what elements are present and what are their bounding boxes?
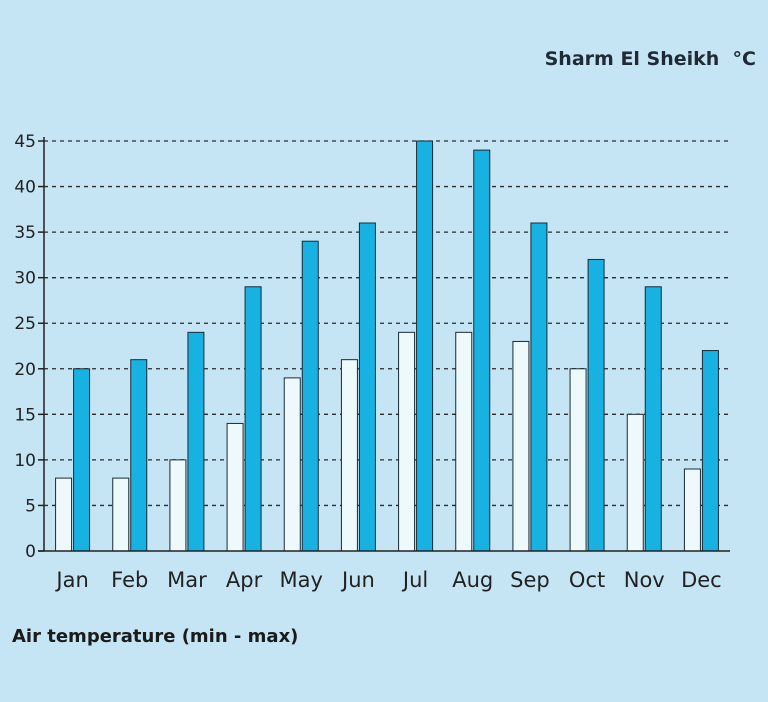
bar-max xyxy=(587,258,605,552)
y-tick-label: 25 xyxy=(14,314,36,334)
bar-max xyxy=(187,331,205,552)
x-tick-label: Jul xyxy=(401,568,428,592)
x-tick-label: Feb xyxy=(111,568,148,592)
y-tick-label: 45 xyxy=(14,132,36,152)
x-tick-label: Apr xyxy=(226,568,263,592)
chart-caption: Air temperature (min - max) xyxy=(12,626,299,647)
chart-title: Sharm El Sheikh °C xyxy=(544,48,756,70)
bar-max xyxy=(244,286,262,552)
bar-max xyxy=(73,368,91,552)
y-tick-label: 15 xyxy=(14,405,36,425)
bar-min xyxy=(169,459,187,552)
bar-min xyxy=(569,368,587,552)
bar-min xyxy=(398,331,416,552)
x-tick-label: Aug xyxy=(452,568,493,592)
bar-max xyxy=(530,222,548,552)
x-tick-label: Jun xyxy=(340,568,375,592)
bar-min xyxy=(283,377,301,552)
bar-max xyxy=(416,140,434,552)
bar-min xyxy=(455,331,473,552)
y-tick-label: 40 xyxy=(14,178,36,198)
x-tick-label: Jan xyxy=(54,568,88,592)
x-tick-label: Sep xyxy=(510,568,550,592)
bar-min xyxy=(226,422,244,552)
x-tick-label: May xyxy=(280,568,323,592)
y-tick-label: 35 xyxy=(14,223,36,243)
y-tick-label: 10 xyxy=(14,451,36,471)
x-tick-labels: Jan Feb Mar Apr May Jun Jul Aug Sep Oct Nov Dec xyxy=(54,568,721,592)
bar-min xyxy=(112,477,130,552)
bars xyxy=(55,140,719,552)
bar-max xyxy=(301,240,319,552)
bar-max xyxy=(130,359,148,552)
x-tick-label: Mar xyxy=(167,568,207,592)
axes xyxy=(38,137,730,552)
bar-min xyxy=(512,340,530,552)
gridlines xyxy=(44,140,730,507)
bar-max xyxy=(358,222,376,552)
bar-min xyxy=(55,477,73,552)
bar-max xyxy=(473,149,491,552)
x-tick-label: Oct xyxy=(569,568,605,592)
bar-max xyxy=(644,286,662,552)
bar-min xyxy=(340,359,358,552)
y-tick-label: 20 xyxy=(14,360,36,380)
x-tick-label: Dec xyxy=(681,568,722,592)
y-tick-label: 5 xyxy=(25,496,36,516)
y-tick-label: 0 xyxy=(25,542,36,562)
bar-min xyxy=(626,413,644,552)
x-tick-label: Nov xyxy=(624,568,665,592)
y-tick-label: 30 xyxy=(14,269,36,289)
bar-min xyxy=(683,468,701,552)
y-tick-labels: 0 5 10 15 20 25 30 35 40 45 xyxy=(14,132,36,562)
bar-max xyxy=(701,350,719,552)
